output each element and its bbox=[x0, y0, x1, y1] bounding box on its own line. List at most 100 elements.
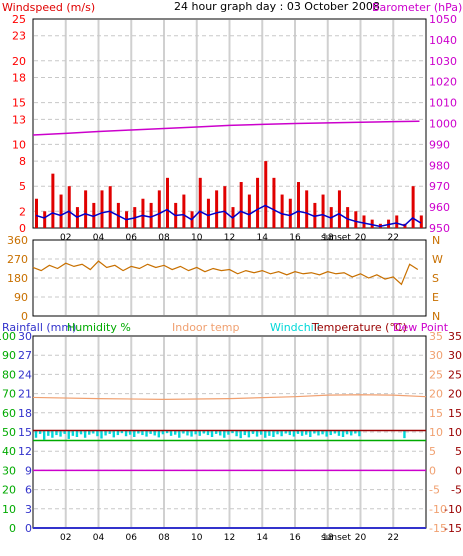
temp-tick-indoor-25: 25 bbox=[429, 368, 443, 381]
temp-xtick-20: 20 bbox=[355, 533, 367, 543]
rain-tick-12: 12 bbox=[18, 445, 32, 458]
dir-tick-90: 90 bbox=[14, 291, 28, 304]
wind-bar-20 bbox=[198, 177, 202, 228]
wind-xtick-20: 20 bbox=[355, 233, 367, 243]
dir-tick-270: 270 bbox=[7, 253, 28, 266]
wind-tick-2: 2 bbox=[19, 205, 26, 218]
temp-tick-indoor--5: -5 bbox=[429, 484, 440, 497]
wind-xtick-22: 22 bbox=[388, 233, 399, 243]
temp-xtick-10: 10 bbox=[191, 533, 203, 543]
temp-tick-0: 0 bbox=[455, 464, 462, 477]
wind-xtick-06: 06 bbox=[126, 233, 138, 243]
temp-xtick-12: 12 bbox=[224, 533, 235, 543]
dir-compass-2: S bbox=[432, 272, 439, 285]
wind-bar-3 bbox=[59, 194, 63, 228]
wind-bar-27 bbox=[256, 177, 260, 228]
temp-sunset-marker: sunset bbox=[321, 533, 351, 543]
wind-bar-39 bbox=[354, 211, 358, 228]
rain-tick-30: 30 bbox=[18, 330, 32, 343]
wind-average-line bbox=[35, 204, 422, 228]
baro-tick-990: 990 bbox=[429, 138, 450, 151]
rain-tick-27: 27 bbox=[18, 349, 32, 362]
rain-tick-18: 18 bbox=[18, 407, 32, 420]
temp-tick--5: -5 bbox=[451, 484, 462, 497]
wind-xtick-14: 14 bbox=[257, 233, 269, 243]
wind-tick-25: 25 bbox=[12, 13, 26, 26]
wind-tick-8: 8 bbox=[19, 155, 26, 168]
wind-xtick-04: 04 bbox=[93, 233, 105, 243]
wind-bar-18 bbox=[182, 194, 186, 228]
temp-xtick-22: 22 bbox=[388, 533, 399, 543]
wind-tick-10: 10 bbox=[12, 138, 26, 151]
wind-xtick-02: 02 bbox=[60, 233, 71, 243]
temp-tick-indoor-30: 30 bbox=[429, 349, 443, 362]
wind-bar-16 bbox=[166, 177, 169, 228]
chart-title: 24 hour graph day : 03 October 2008 bbox=[174, 0, 380, 13]
wind-bar-47 bbox=[419, 215, 423, 228]
wind-bar-14 bbox=[149, 202, 153, 228]
temp-tick-indoor-35: 35 bbox=[429, 330, 443, 343]
temp-xtick-04: 04 bbox=[93, 533, 105, 543]
rain-tick-6: 6 bbox=[25, 484, 32, 497]
wind-bar-41 bbox=[370, 219, 374, 228]
wind-tick-20: 20 bbox=[12, 55, 26, 68]
wind-bar-25 bbox=[239, 182, 243, 228]
rain-tick-21: 21 bbox=[18, 388, 32, 401]
temp-tick-35: 35 bbox=[448, 330, 462, 343]
humidity-label: Humidity % bbox=[67, 321, 131, 334]
rain-tick-0: 0 bbox=[25, 522, 32, 535]
wind-bar-31 bbox=[288, 198, 292, 228]
wind-bar-40 bbox=[362, 215, 366, 228]
barometer-axis-label: Barometer (hPa) bbox=[372, 1, 462, 14]
temp-tick-indoor-0: 0 bbox=[429, 464, 436, 477]
temp-tick--15: -15 bbox=[444, 522, 462, 535]
baro-tick-1010: 1010 bbox=[429, 97, 457, 110]
dir-tick-180: 180 bbox=[7, 272, 28, 285]
wind-bar-37 bbox=[337, 190, 341, 228]
wind-bar-32 bbox=[297, 182, 300, 228]
rain-tick-9: 9 bbox=[25, 464, 32, 477]
wind-xtick-10: 10 bbox=[191, 233, 203, 243]
windspeed-axis-label: Windspeed (m/s) bbox=[2, 1, 95, 14]
wind-bar-26 bbox=[247, 194, 251, 228]
wind-tick-15: 15 bbox=[12, 97, 26, 110]
wind-xtick-12: 12 bbox=[224, 233, 235, 243]
windchill-label: Windchill bbox=[270, 321, 320, 334]
temp-tick-25: 25 bbox=[448, 368, 462, 381]
wind-bar-30 bbox=[280, 194, 284, 228]
wind-bar-9 bbox=[108, 186, 112, 228]
temp-xtick-18: 18 bbox=[322, 533, 334, 543]
rain-tick-3: 3 bbox=[25, 503, 32, 516]
wind-bar-15 bbox=[157, 190, 161, 228]
wind-xtick-08: 08 bbox=[158, 233, 170, 243]
wind-tick-5: 5 bbox=[19, 180, 26, 193]
temp-tick-15: 15 bbox=[448, 407, 462, 420]
wind-bar-0 bbox=[35, 198, 38, 228]
wind-tick-23: 23 bbox=[12, 30, 26, 43]
temp-xtick-06: 06 bbox=[126, 533, 138, 543]
baro-tick-1000: 1000 bbox=[429, 118, 457, 131]
humidity-tick-40: 40 bbox=[2, 445, 16, 458]
temp-tick-indoor--10: -10 bbox=[429, 503, 447, 516]
baro-tick-980: 980 bbox=[429, 159, 450, 172]
dewpoint-label: Dew Point bbox=[393, 321, 449, 334]
humidity-tick-60: 60 bbox=[2, 407, 16, 420]
wind-bar-38 bbox=[346, 207, 350, 228]
wind-sunset-marker: sunset bbox=[321, 233, 351, 243]
temp-tick-indoor-20: 20 bbox=[429, 388, 443, 401]
wind-bar-21 bbox=[206, 198, 210, 228]
dir-tick-360: 360 bbox=[7, 234, 28, 247]
baro-tick-1040: 1040 bbox=[429, 34, 457, 47]
temp-xtick-14: 14 bbox=[257, 533, 269, 543]
baro-tick-950: 950 bbox=[429, 222, 450, 235]
temp-tick-indoor-15: 15 bbox=[429, 407, 443, 420]
wind-direction-line bbox=[32, 260, 419, 286]
temperature-label: Temperature (°C) bbox=[311, 321, 407, 334]
rainfall-label: Rainfall (mm) bbox=[2, 321, 76, 334]
wind-bar-13 bbox=[141, 198, 145, 228]
temp-xtick-02: 02 bbox=[60, 533, 71, 543]
rain-tick-24: 24 bbox=[18, 368, 32, 381]
wind-tick-18: 18 bbox=[12, 72, 26, 85]
wind-bar-23 bbox=[223, 186, 227, 228]
humidity-tick-10: 10 bbox=[2, 503, 16, 516]
